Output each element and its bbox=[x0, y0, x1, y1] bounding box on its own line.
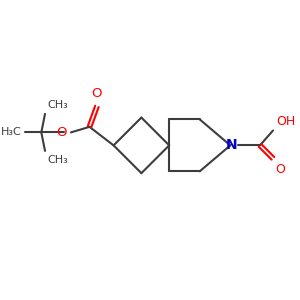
Text: O: O bbox=[92, 87, 102, 100]
Text: H₃C: H₃C bbox=[1, 128, 22, 137]
Text: O: O bbox=[276, 163, 286, 176]
Text: CH₃: CH₃ bbox=[48, 154, 69, 165]
Text: O: O bbox=[56, 126, 66, 139]
Text: N: N bbox=[226, 138, 237, 152]
Text: CH₃: CH₃ bbox=[48, 100, 69, 110]
Text: OH: OH bbox=[277, 115, 296, 128]
